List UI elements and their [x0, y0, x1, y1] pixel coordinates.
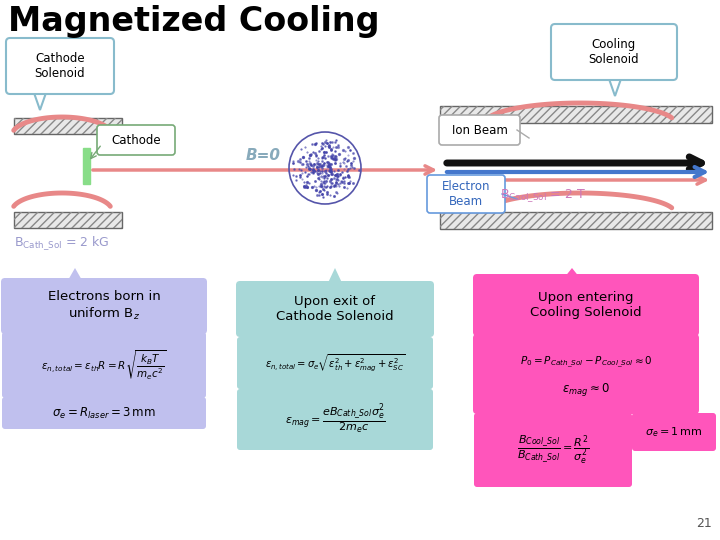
FancyBboxPatch shape — [237, 389, 433, 450]
FancyBboxPatch shape — [1, 278, 207, 334]
Text: B$_{\mathrm{Cool\_Sol}}$ = 2 T: B$_{\mathrm{Cool\_Sol}}$ = 2 T — [500, 187, 586, 204]
Polygon shape — [67, 268, 83, 282]
Text: Electron
Beam: Electron Beam — [442, 180, 490, 208]
Bar — [83, 148, 90, 184]
FancyBboxPatch shape — [632, 413, 716, 451]
Text: Magnetized Cooling: Magnetized Cooling — [8, 5, 379, 38]
FancyBboxPatch shape — [2, 397, 206, 429]
Text: B=0: B=0 — [246, 147, 281, 163]
FancyBboxPatch shape — [473, 274, 699, 336]
FancyBboxPatch shape — [474, 413, 632, 487]
Polygon shape — [327, 268, 343, 285]
Bar — [14, 118, 122, 134]
Polygon shape — [564, 268, 580, 278]
Text: Upon exit of
Cathode Solenoid: Upon exit of Cathode Solenoid — [276, 295, 394, 323]
FancyBboxPatch shape — [473, 334, 699, 414]
FancyBboxPatch shape — [2, 332, 206, 398]
Text: Cathode: Cathode — [111, 133, 161, 146]
Text: Electrons born in
uniform B$_z$: Electrons born in uniform B$_z$ — [48, 291, 161, 322]
Text: $\varepsilon_{n,total} = \varepsilon_{th}R = R\sqrt{\dfrac{k_B T}{m_e c^2}}$: $\varepsilon_{n,total} = \varepsilon_{th… — [41, 348, 167, 381]
FancyBboxPatch shape — [439, 115, 520, 145]
Polygon shape — [608, 76, 622, 96]
FancyBboxPatch shape — [236, 281, 434, 337]
Bar — [14, 118, 122, 134]
Text: $\varepsilon_{mag} \approx 0$: $\varepsilon_{mag} \approx 0$ — [562, 381, 610, 399]
Text: Ion Beam: Ion Beam — [451, 124, 508, 137]
Text: Cooling
Solenoid: Cooling Solenoid — [589, 38, 639, 66]
Text: $\varepsilon_{n,total} = \sigma_e\sqrt{\varepsilon_{th}^2 + \varepsilon_{mag}^2 : $\varepsilon_{n,total} = \sigma_e\sqrt{\… — [264, 353, 405, 374]
Text: $\dfrac{B_{Cool\_Sol}}{B_{Cath\_Sol}} = \dfrac{R^2}{\sigma_e^2}$: $\dfrac{B_{Cool\_Sol}}{B_{Cath\_Sol}} = … — [517, 434, 590, 466]
Polygon shape — [33, 90, 47, 110]
Bar — [14, 212, 122, 228]
FancyBboxPatch shape — [427, 175, 505, 213]
FancyBboxPatch shape — [97, 125, 175, 155]
FancyBboxPatch shape — [237, 337, 433, 389]
FancyBboxPatch shape — [551, 24, 677, 80]
Text: Upon entering
Cooling Solenoid: Upon entering Cooling Solenoid — [530, 291, 642, 319]
FancyBboxPatch shape — [6, 38, 114, 94]
Text: $P_0 = P_{Cath\_Sol} - P_{Cool\_Sol} \approx 0$: $P_0 = P_{Cath\_Sol} - P_{Cool\_Sol} \ap… — [520, 354, 652, 369]
Bar — [440, 106, 712, 123]
Text: $\sigma_e = R_{laser} = 3\,\mathrm{mm}$: $\sigma_e = R_{laser} = 3\,\mathrm{mm}$ — [52, 406, 156, 421]
Bar — [440, 212, 712, 229]
Bar — [440, 212, 712, 229]
Bar — [14, 212, 122, 228]
Text: Cathode
Solenoid: Cathode Solenoid — [35, 52, 85, 80]
Text: 21: 21 — [696, 517, 712, 530]
Text: $\sigma_e = 1\,\mathrm{mm}$: $\sigma_e = 1\,\mathrm{mm}$ — [645, 425, 703, 439]
Text: B$_{\mathrm{Cath\_Sol}}$ = 2 kG: B$_{\mathrm{Cath\_Sol}}$ = 2 kG — [14, 234, 109, 252]
Bar — [440, 106, 712, 123]
Text: $\varepsilon_{mag} = \dfrac{eB_{Cath\_Sol}\sigma_e^2}{2m_e c}$: $\varepsilon_{mag} = \dfrac{eB_{Cath\_So… — [284, 403, 385, 436]
